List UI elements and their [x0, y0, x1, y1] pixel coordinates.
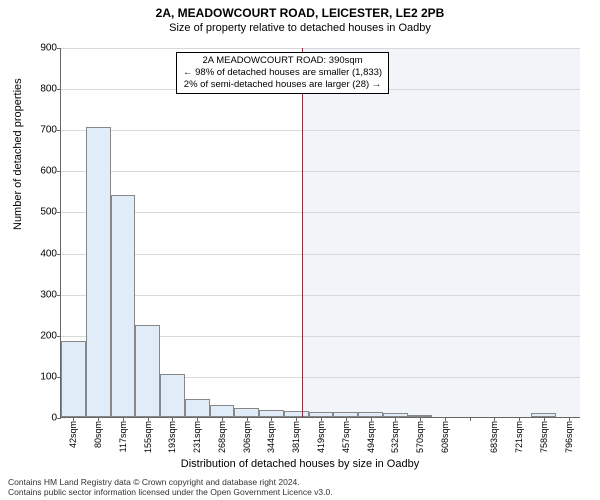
- xtick-label: 155sqm: [143, 421, 153, 453]
- xtick-label: 532sqm: [390, 421, 400, 453]
- xtick-label: 268sqm: [217, 421, 227, 453]
- histogram-bar: [259, 410, 284, 417]
- ytick-label: 0: [27, 413, 57, 424]
- xtick-label: 721sqm: [514, 421, 524, 453]
- annotation-line-3: 2% of semi-detached houses are larger (2…: [183, 79, 382, 91]
- ytick-mark: [57, 89, 61, 90]
- y-axis-label: Number of detached properties: [12, 78, 24, 230]
- chart-subtitle: Size of property relative to detached ho…: [0, 20, 600, 38]
- footer-line-2: Contains public sector information licen…: [8, 488, 333, 498]
- annotation-line-1: 2A MEADOWCOURT ROAD: 390sqm: [183, 55, 382, 67]
- histogram-bar: [160, 374, 185, 417]
- gridline: [61, 295, 580, 296]
- histogram-bar: [61, 341, 86, 417]
- shaded-larger-region: [302, 48, 580, 417]
- ytick-mark: [57, 130, 61, 131]
- histogram-bar: [210, 405, 235, 417]
- xtick-label: 758sqm: [539, 421, 549, 453]
- ytick-label: 500: [27, 207, 57, 218]
- ytick-label: 400: [27, 248, 57, 259]
- ytick-label: 700: [27, 125, 57, 136]
- xtick-label: 344sqm: [266, 421, 276, 453]
- annotation-box: 2A MEADOWCOURT ROAD: 390sqm← 98% of deta…: [176, 52, 389, 94]
- histogram-bar: [234, 408, 259, 417]
- gridline: [61, 48, 580, 49]
- xtick-label: 231sqm: [192, 421, 202, 453]
- xtick-label: 494sqm: [366, 421, 376, 453]
- xtick-label: 80sqm: [93, 421, 103, 448]
- property-marker-line: [302, 48, 303, 417]
- ytick-label: 600: [27, 166, 57, 177]
- histogram-bar: [86, 127, 111, 417]
- ytick-mark: [57, 418, 61, 419]
- xtick-label: 42sqm: [68, 421, 78, 448]
- xtick-label: 570sqm: [415, 421, 425, 453]
- gridline: [61, 254, 580, 255]
- x-axis-label: Distribution of detached houses by size …: [0, 458, 600, 470]
- xtick-label: 193sqm: [167, 421, 177, 453]
- ytick-label: 300: [27, 289, 57, 300]
- ytick-label: 900: [27, 43, 57, 54]
- gridline: [61, 212, 580, 213]
- xtick-label: 683sqm: [489, 421, 499, 453]
- ytick-label: 100: [27, 371, 57, 382]
- xtick-label: 796sqm: [564, 421, 574, 453]
- chart-title: 2A, MEADOWCOURT ROAD, LEICESTER, LE2 2PB: [0, 0, 600, 20]
- histogram-bar: [185, 399, 210, 418]
- ytick-mark: [57, 171, 61, 172]
- ytick-mark: [57, 254, 61, 255]
- gridline: [61, 171, 580, 172]
- ytick-label: 800: [27, 84, 57, 95]
- histogram-bar: [135, 325, 160, 418]
- xtick-label: 381sqm: [291, 421, 301, 453]
- xtick-label: 306sqm: [242, 421, 252, 453]
- histogram-bar: [111, 195, 136, 417]
- xtick-label: 457sqm: [341, 421, 351, 453]
- annotation-line-2: ← 98% of detached houses are smaller (1,…: [183, 67, 382, 79]
- xtick-label: 419sqm: [316, 421, 326, 453]
- ytick-mark: [57, 336, 61, 337]
- xtick-mark: [470, 417, 471, 421]
- ytick-label: 200: [27, 330, 57, 341]
- ytick-mark: [57, 295, 61, 296]
- ytick-mark: [57, 48, 61, 49]
- xtick-label: 608sqm: [440, 421, 450, 453]
- ytick-mark: [57, 212, 61, 213]
- gridline: [61, 130, 580, 131]
- xtick-label: 117sqm: [118, 421, 128, 452]
- footer-attribution: Contains HM Land Registry data © Crown c…: [8, 478, 333, 498]
- chart-plot-area: 010020030040050060070080090042sqm80sqm11…: [60, 48, 580, 418]
